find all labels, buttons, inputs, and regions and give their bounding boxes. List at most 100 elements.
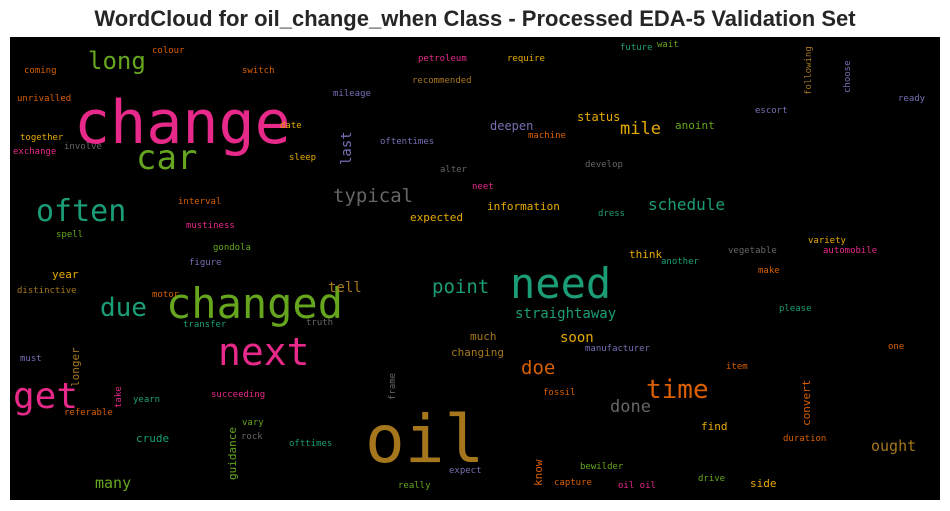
word-must: must (20, 354, 42, 364)
word-interval: interval (178, 197, 222, 207)
word-one: one (888, 342, 905, 352)
word-oftentimes: oftentimes (380, 137, 435, 147)
word-vary: vary (242, 418, 264, 428)
word-drive: drive (698, 474, 726, 484)
word-frame: frame (388, 372, 398, 400)
word-side: side (750, 477, 777, 490)
word-ready: ready (898, 94, 926, 104)
word-changing: changing (451, 346, 504, 359)
word-deepen: deepen (490, 119, 534, 133)
word-longer: longer (69, 347, 82, 387)
word-coming: coming (24, 66, 57, 76)
word-think: think (629, 248, 663, 261)
word-referable: referable (64, 408, 113, 418)
word-take: take (114, 386, 124, 408)
word-car: car (136, 138, 198, 178)
word-gondola: gondola (213, 243, 251, 253)
word-get: get (13, 376, 79, 417)
word-unrivalled: unrivalled (17, 94, 72, 104)
word-escort: escort (755, 106, 788, 116)
word-convert: convert (800, 379, 813, 426)
word-change: change (74, 88, 291, 158)
word-another: another (661, 257, 699, 267)
word-please: please (779, 304, 812, 314)
word-really: really (398, 481, 431, 491)
word-anoint: anoint (675, 119, 715, 132)
word-expect: expect (449, 466, 482, 476)
word-mustiness: mustiness (186, 221, 235, 231)
word-switch: switch (242, 66, 275, 76)
word-bewilder: bewilder (580, 462, 624, 472)
word-crude: crude (136, 432, 170, 445)
word-tell: tell (328, 280, 362, 296)
word-vegetable: vegetable (728, 246, 777, 256)
word-changed: changed (166, 279, 344, 328)
word-next: next (218, 330, 310, 374)
word-automobile: automobile (823, 246, 878, 256)
word-mileage: mileage (333, 89, 371, 99)
word-information: information (487, 200, 560, 213)
word-yearn: yearn (133, 395, 161, 405)
word-spell: spell (56, 230, 84, 240)
word-expected: expected (410, 211, 463, 224)
word-fossil: fossil (543, 388, 576, 398)
word-done: done (610, 397, 651, 417)
word-choose: choose (843, 60, 853, 93)
word-involve: involve (64, 142, 102, 152)
word-future: future (620, 43, 653, 53)
word-figure: figure (189, 258, 222, 268)
word-status: status (577, 110, 621, 124)
word-ought: ought (871, 437, 917, 455)
word-cloud-canvas: change oil changed need next car often g… (10, 37, 940, 500)
word-motor: motor (152, 290, 180, 300)
word-transfer: transfer (183, 320, 227, 330)
word-typical: typical (333, 185, 414, 207)
word-soon: soon (560, 330, 594, 346)
word-require: require (507, 54, 545, 64)
word-following: following (804, 46, 814, 95)
word-time: time (646, 375, 709, 405)
word-many: many (95, 474, 132, 492)
word-develop: develop (585, 160, 623, 170)
word-neet: neet (472, 182, 494, 192)
word-duration: duration (783, 434, 827, 444)
word-mile: mile (620, 119, 661, 139)
word-colour: colour (152, 46, 185, 56)
word-oil-oil: oil oil (618, 481, 656, 491)
word-recommended: recommended (412, 76, 472, 86)
word-ofttimes: ofttimes (289, 439, 333, 449)
word-item: item (726, 362, 748, 372)
word-much: much (470, 330, 497, 343)
word-long: long (88, 47, 146, 75)
word-variety: variety (808, 236, 846, 246)
word-date: date (280, 121, 302, 131)
word-year: year (52, 268, 79, 281)
word-make: make (758, 266, 780, 276)
word-succeeding: succeeding (211, 390, 266, 400)
word-know: know (532, 459, 545, 487)
word-schedule: schedule (648, 195, 726, 214)
word-petroleum: petroleum (418, 54, 467, 64)
word-oil: oil (365, 401, 485, 478)
page-title: WordCloud for oil_change_when Class - Pr… (94, 6, 856, 31)
word-machine: machine (528, 131, 566, 141)
word-distinctive: distinctive (17, 286, 77, 296)
word-together: together (20, 133, 64, 143)
word-straightaway: straightaway (515, 306, 617, 322)
word-often: often (36, 194, 127, 229)
word-guidance: guidance (226, 427, 239, 480)
word-due: due (100, 293, 147, 323)
word-doe: doe (521, 357, 556, 379)
word-capture: capture (554, 478, 592, 488)
word-exchange: exchange (13, 147, 57, 157)
word-last: last (339, 131, 355, 165)
word-truth: truth (306, 318, 334, 328)
word-sleep: sleep (289, 153, 317, 163)
word-find: find (701, 420, 728, 433)
word-dress: dress (598, 209, 626, 219)
word-point: point (432, 276, 490, 298)
word-wait: wait (657, 40, 679, 50)
word-rock: rock (241, 432, 263, 442)
word-need: need (510, 259, 612, 308)
word-manufacturer: manufacturer (585, 344, 651, 354)
